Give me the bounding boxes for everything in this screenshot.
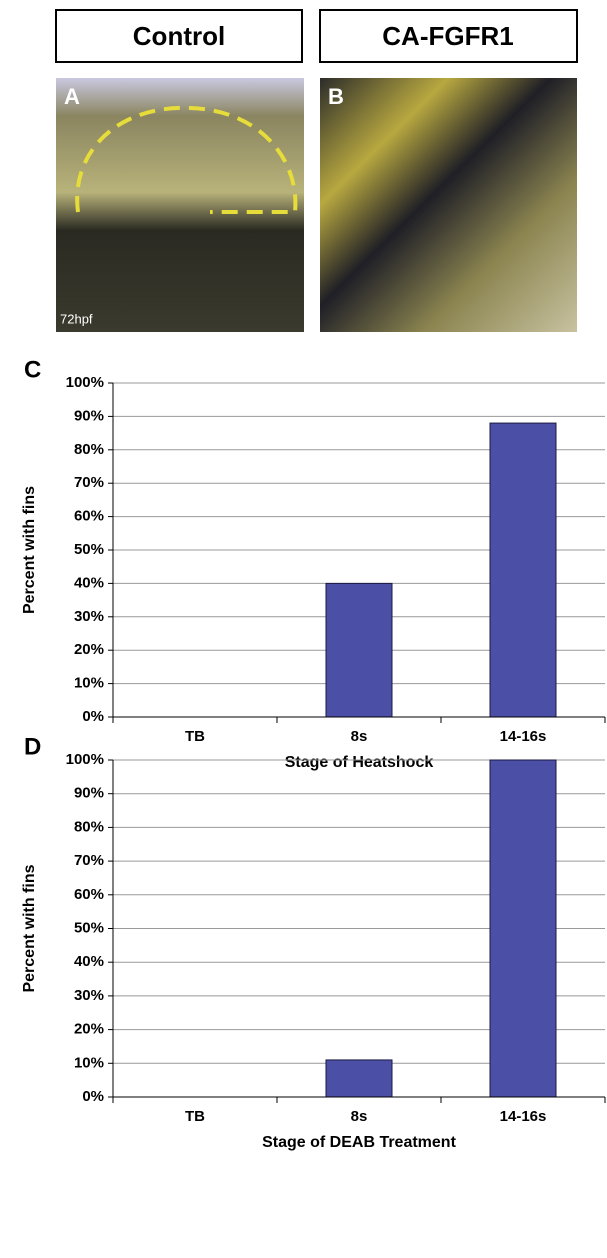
x-tick-label: 14-16s	[500, 1108, 547, 1125]
y-tick-label: 0%	[82, 708, 104, 725]
y-tick-label: 90%	[74, 785, 104, 802]
panel-letter: A	[64, 84, 80, 109]
y-tick-label: 60%	[74, 886, 104, 903]
y-tick-label: 30%	[74, 987, 104, 1004]
y-tick-label: 10%	[74, 1054, 104, 1071]
y-tick-label: 10%	[74, 675, 104, 692]
panel-letter: C	[24, 356, 41, 383]
y-tick-label: 40%	[74, 574, 104, 591]
micrograph	[56, 78, 304, 332]
y-tick-label: 20%	[74, 641, 104, 658]
x-axis-label: Stage of DEAB Treatment	[262, 1134, 456, 1151]
y-axis-label: Percent with fins	[21, 486, 38, 614]
bar	[490, 760, 556, 1097]
micrograph	[320, 78, 577, 332]
panel-header: Control	[133, 21, 225, 51]
x-tick-label: 14-16s	[500, 728, 547, 745]
panel-header: CA-FGFR1	[382, 21, 513, 51]
x-tick-label: 8s	[351, 728, 368, 745]
y-tick-label: 80%	[74, 441, 104, 458]
panel-letter: D	[24, 733, 41, 760]
panel-letter: B	[328, 84, 344, 109]
y-tick-label: 30%	[74, 608, 104, 625]
y-tick-label: 20%	[74, 1021, 104, 1038]
x-tick-label: 8s	[351, 1108, 368, 1125]
bar	[326, 1060, 392, 1097]
y-tick-label: 100%	[66, 751, 104, 768]
x-tick-label: TB	[185, 728, 205, 745]
y-axis-label: Percent with fins	[21, 864, 38, 992]
bar	[326, 583, 392, 717]
bar	[490, 423, 556, 717]
y-tick-label: 50%	[74, 541, 104, 558]
y-tick-label: 0%	[82, 1088, 104, 1105]
y-tick-label: 90%	[74, 407, 104, 424]
y-tick-label: 50%	[74, 919, 104, 936]
x-axis-label: Stage of Heatshock	[285, 754, 434, 771]
y-tick-label: 40%	[74, 953, 104, 970]
y-tick-label: 100%	[66, 374, 104, 391]
y-tick-label: 70%	[74, 852, 104, 869]
y-tick-label: 80%	[74, 818, 104, 835]
figure: Control CA-FGFR1 A 72hpf B C Percent with…	[0, 0, 607, 1253]
x-tick-label: TB	[185, 1108, 205, 1125]
y-tick-label: 70%	[74, 474, 104, 491]
stage-label: 72hpf	[60, 311, 93, 326]
y-tick-label: 60%	[74, 508, 104, 525]
